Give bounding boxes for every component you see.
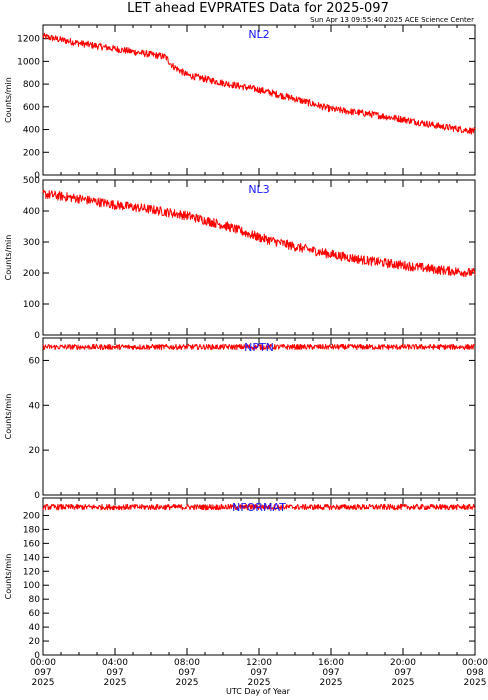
y-tick-label: 20 (29, 637, 41, 647)
y-tick-label: 80 (29, 595, 41, 605)
y-tick-label: 100 (23, 581, 40, 591)
x-tick-label: 097 (178, 668, 195, 678)
panel-nformat: 0 20 40 60 80 100 120 140 160 180 200 Counts/min NFO… (4, 497, 476, 661)
panel-nptn: 0 20 40 60 Counts/min NPTN (4, 337, 476, 501)
y-tick-label: 60 (29, 609, 41, 619)
y-tick-label: 180 (23, 525, 40, 535)
y-tick-label: 600 (23, 103, 40, 113)
x-tick-label: 2025 (248, 678, 271, 688)
series-line-nformat (42, 503, 476, 511)
series-line-nptn (42, 343, 476, 351)
x-tick-label: 08:00 (174, 658, 200, 668)
y-axis-label: Counts/min (4, 554, 13, 600)
x-tick-label: 097 (394, 668, 411, 678)
x-tick-label: 2025 (392, 678, 415, 688)
y-tick-label: 1000 (17, 57, 40, 67)
x-tick-label: 098 (466, 668, 483, 678)
y-tick-label: 500 (23, 176, 40, 186)
y-tick-label: 0 (34, 331, 40, 341)
y-tick-label: 400 (23, 207, 40, 217)
x-tick-label: 2025 (32, 678, 55, 688)
x-tick-label: 16:00 (318, 658, 344, 668)
y-tick-label: 0 (34, 171, 40, 181)
y-axis-label: Counts/min (4, 235, 13, 281)
y-tick-label: 160 (23, 539, 40, 549)
panel-label: NL2 (248, 28, 269, 41)
y-tick-label: 300 (23, 238, 40, 248)
y-tick-label: 1200 (17, 35, 40, 45)
x-tick-label: 2025 (464, 678, 487, 688)
x-tick-label: 00:00 (462, 658, 488, 668)
y-tick-label: 100 (23, 300, 40, 310)
series-line-nl2 (42, 32, 476, 135)
y-tick-label: 60 (29, 356, 41, 366)
y-tick-label: 40 (29, 401, 41, 411)
x-tick-label: 2025 (104, 678, 127, 688)
x-tick-label: 097 (34, 668, 51, 678)
y-tick-label: 140 (23, 553, 40, 563)
panels: 020040060080010001200Counts/minNL2010020… (4, 24, 476, 661)
x-tick-label: 20:00 (390, 658, 416, 668)
y-tick-label: 120 (23, 567, 40, 577)
x-tick-label: 097 (106, 668, 123, 678)
y-tick-label: 200 (23, 148, 40, 158)
series-line-nl3 (42, 189, 476, 278)
y-tick-label: 200 (23, 511, 40, 521)
panel-label: NFORMAT (232, 501, 286, 514)
y-tick-label: 800 (23, 80, 40, 90)
panel-frame (42, 337, 476, 496)
y-axis-label: Counts/min (4, 77, 13, 123)
panel-label: NL3 (248, 183, 269, 196)
x-tick-label: 097 (322, 668, 339, 678)
chart-subtitle: Sun Apr 13 09:55:40 2025 ACE Science Cen… (310, 16, 474, 24)
panel-label: NPTN (244, 341, 274, 354)
x-tick-label: 2025 (320, 678, 343, 688)
panel-frame (42, 497, 476, 656)
x-tick-label: 12:00 (246, 658, 272, 668)
x-axis-label: UTC Day of Year (226, 687, 291, 696)
y-axis-label: Counts/min (4, 394, 13, 440)
x-axis-tick-labels: 00:00097202504:00097202508:00097202512:0… (30, 658, 488, 688)
y-tick-label: 20 (29, 446, 41, 456)
y-tick-label: 400 (23, 126, 40, 136)
x-tick-label: 097 (250, 668, 267, 678)
chart-title: LET ahead EVPRATES Data for 2025-097 (127, 1, 389, 16)
panel-nl2: 0 200 400 600 800 1000 1200 Counts/min NL2 (4, 24, 476, 181)
y-tick-label: 0 (34, 651, 40, 661)
panel-nl3: 0 100 200 300 400 500 Counts/min NL3 (4, 176, 476, 341)
y-tick-label: 200 (23, 269, 40, 279)
y-tick-label: 0 (34, 491, 40, 501)
y-tick-label: 40 (29, 623, 41, 633)
x-tick-label: 04:00 (102, 658, 128, 668)
x-tick-label: 00:00 (30, 658, 56, 668)
x-tick-label: 2025 (176, 678, 199, 688)
